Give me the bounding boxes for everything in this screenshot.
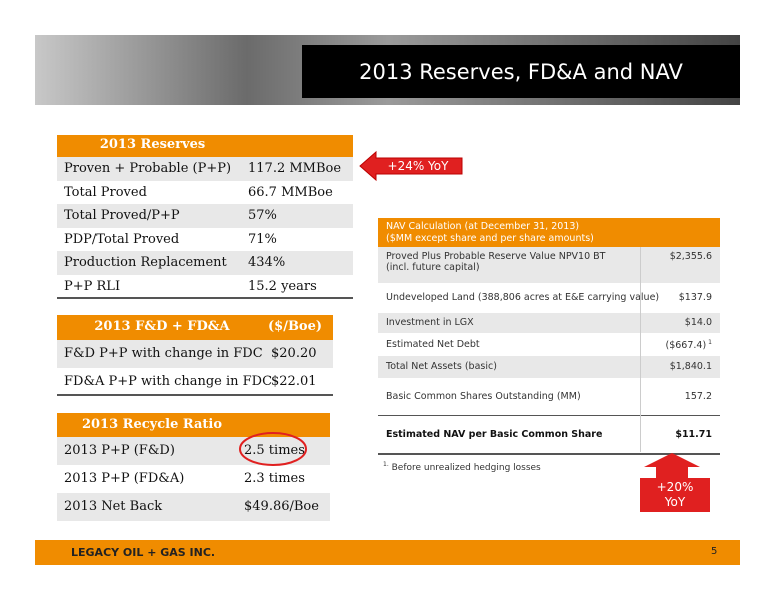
row-label: Undeveloped Land (388,806 acres at E&E c… (386, 292, 659, 303)
table-row: Proven + Probable (P+P) 117.2 MMBoe (57, 157, 353, 181)
table-row: Total Net Assets (basic) $1,840.1 (378, 356, 720, 378)
nav-callout: +20% (657, 480, 694, 494)
row-label: PDP/Total Proved (64, 231, 180, 247)
row-label: Proved Plus Probable Reserve Value NPV10… (386, 251, 605, 273)
table-title: 2013 Recycle Ratio (81, 417, 223, 432)
row-value: $2,355.6 (670, 251, 712, 262)
arrow-left (359, 150, 463, 182)
footnote-marker: 1. (383, 461, 389, 468)
footer: LEGACY OIL + GAS INC. 5 (35, 540, 740, 565)
title: 2013 Reserves, FD&A and NAV (359, 59, 683, 84)
row-value: 2.5 times (244, 443, 305, 458)
label-line: (incl. future capital) (386, 262, 480, 273)
table-row: 2013 P+P (FD&A) 2.3 times (57, 465, 330, 493)
table-row: 2013 P+P (F&D) 2.5 times (57, 437, 330, 465)
table-row: Undeveloped Land (388,806 acres at E&E c… (378, 283, 720, 313)
row-label: FD&A P+P with change in FDC (64, 373, 273, 389)
value: ($667.4) (665, 339, 707, 351)
footnote-text: Before unrealized hedging losses (391, 463, 541, 473)
row-value: $49.86/Boe (244, 499, 319, 514)
row-label: 2013 P+P (F&D) (64, 443, 175, 458)
row-label: Production Replacement (64, 255, 227, 270)
header-row (378, 218, 720, 247)
arrow-up (644, 453, 700, 478)
value: $11.71 (675, 428, 712, 440)
table-title: ($/Boe) (268, 319, 323, 334)
row-value: $22.01 (271, 373, 317, 389)
value: $1,840.1 (669, 361, 712, 372)
rule (57, 297, 353, 299)
nav-callout-box (640, 478, 710, 512)
value: $2,355.6 (669, 251, 712, 262)
row-value: $137.9 (679, 292, 712, 303)
row-label: F&D P+P with change in FDC (64, 346, 263, 361)
label-line: Proved Plus Probable Reserve Value NPV10… (386, 251, 606, 262)
table-row: 2013 Net Back $49.86/Boe (57, 493, 330, 521)
table-row: Total Proved 66.7 MMBoe (57, 180, 353, 204)
table-row: PDP/Total Proved 71% (57, 227, 353, 251)
row-label: Estimated Net Debt (386, 339, 480, 350)
header-row (57, 135, 353, 157)
table-row: Estimated NAV per Basic Common Share $11.… (378, 415, 720, 455)
table-row: Estimated Net Debt ($667.4) 1 (378, 333, 720, 356)
row-value: $20.20 (271, 346, 317, 361)
row-label: Proven + Probable (P+P) (64, 161, 232, 176)
reserves-callout: +24% YoY (388, 159, 450, 173)
row-value: 157.2 (685, 391, 712, 402)
row-value: 117.2 MMBoe (248, 161, 342, 176)
row-label: Total Proved/P+P (64, 208, 180, 223)
table-row: FD&A P+P with change in FDC $22.01 (57, 367, 333, 395)
value: $14.0 (684, 317, 712, 328)
row-value: $1,840.1 (670, 361, 712, 372)
table-row: Basic Common Shares Outstanding (MM) 157.… (378, 378, 720, 415)
company: LEGACY OIL + GAS INC. (71, 546, 216, 559)
value: $137.9 (678, 292, 712, 303)
row-value: ($667.4) 1 (666, 339, 712, 351)
nav-callout: YoY (664, 495, 686, 509)
row-label: 2013 Net Back (64, 499, 163, 514)
rule (57, 394, 333, 396)
row-value: $11.71 (675, 429, 712, 440)
table-row: Production Replacement 434% (57, 251, 353, 275)
row-label: Estimated NAV per Basic Common Share (386, 429, 602, 440)
table-row: P+P RLI 15.2 years (57, 274, 353, 298)
table-title: 2013 Reserves (99, 137, 206, 152)
header-row (57, 315, 333, 340)
row-label: Investment in LGX (386, 317, 474, 328)
table-row: Total Proved/P+P 57% (57, 204, 353, 228)
row-label: Total Net Assets (basic) (386, 361, 497, 372)
table-title: NAV Calculation (at December 31, 2013) (386, 221, 580, 232)
rule (640, 247, 641, 452)
value: 157.2 (684, 390, 712, 402)
label-line: Undeveloped Land (388,806 acres at E&E c… (386, 292, 660, 303)
label-line: Investment in LGX (386, 317, 474, 328)
row-value: 57% (248, 208, 277, 223)
footnote: 1. Before unrealized hedging losses (383, 461, 541, 473)
row-value: 71% (248, 231, 277, 247)
label-line: Estimated Net Debt (386, 338, 480, 350)
label-line: Total Net Assets (basic) (386, 361, 497, 372)
row-value: 434% (248, 255, 286, 270)
row-value: 15.2 years (248, 278, 317, 294)
row-value: $14.0 (685, 317, 712, 328)
table-row: F&D P+P with change in FDC $20.20 (57, 340, 333, 368)
row-label: Basic Common Shares Outstanding (MM) (386, 391, 581, 402)
table-row: Proved Plus Probable Reserve Value NPV10… (378, 247, 720, 283)
table-title: ($MM except share and per share amounts) (386, 233, 594, 244)
row-label: Total Proved (64, 184, 147, 200)
title-box: 2013 Reserves, FD&A and NAV (302, 45, 740, 98)
label-line: Basic Common Shares Outstanding (MM) (386, 390, 581, 402)
table-row: Investment in LGX $14.0 (378, 313, 720, 333)
row-value: 66.7 MMBoe (248, 184, 333, 200)
label-line: Estimated NAV per Basic Common Share (386, 428, 603, 440)
row-label: 2013 P+P (FD&A) (64, 471, 185, 486)
note-marker: 1 (708, 338, 712, 346)
page-number: 5 (711, 546, 718, 557)
table-title: 2013 F&D + FD&A (94, 319, 230, 334)
row-value: 2.3 times (244, 471, 305, 486)
row-label: P+P RLI (64, 278, 121, 294)
